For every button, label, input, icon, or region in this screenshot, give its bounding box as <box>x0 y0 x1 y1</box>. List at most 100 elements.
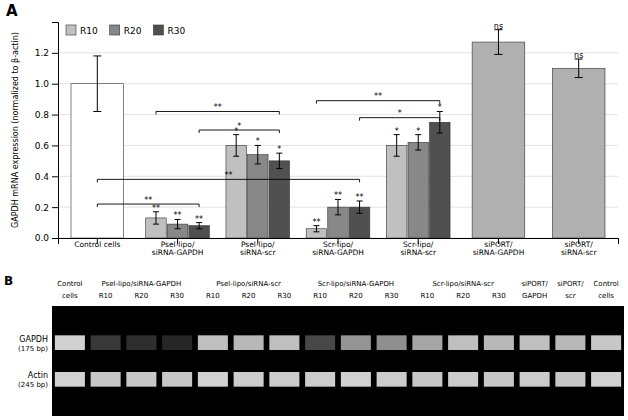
error-bar <box>357 201 363 213</box>
bar <box>552 68 605 238</box>
tick-label: 0.6 <box>35 141 50 151</box>
band <box>591 335 621 350</box>
text-line: R30 <box>492 292 506 300</box>
row-label: GAPDH <box>19 335 48 344</box>
text-line: Control <box>593 280 618 288</box>
band <box>234 335 264 350</box>
row-label: Actin <box>28 371 48 380</box>
text-line: siRNA-GAPDH <box>312 248 364 257</box>
x-axis: Control cellsPsel-lipo/siRNA-GAPDHPsel-l… <box>59 238 619 257</box>
band <box>305 372 335 387</box>
figure: 0.00.20.40.60.81.01.2Control cellsPsel-l… <box>0 0 628 420</box>
significance-label: ** <box>195 215 203 224</box>
band <box>484 372 514 387</box>
significance-label: * <box>416 127 420 136</box>
tick: 0.2 <box>35 203 58 213</box>
band <box>341 335 371 350</box>
text-line: R10 <box>313 292 327 300</box>
text-line: R20 <box>456 292 470 300</box>
text-line: R20 <box>134 292 148 300</box>
tick: 1.0 <box>35 79 58 89</box>
y-axis-title: GAPDH mRNA expression (normalized to β-a… <box>11 32 20 228</box>
grid-line <box>58 83 618 84</box>
text-line: siRNA-GAPDH <box>152 248 204 257</box>
bracket-label: ** <box>214 103 222 112</box>
column-label: R20 <box>134 292 148 300</box>
bar <box>226 145 246 238</box>
tick: 0.4 <box>35 172 58 182</box>
text-line: R10 <box>99 292 113 300</box>
tick-label: Psel-lipo/siRNA-scr <box>240 240 277 257</box>
tick-label: Scr-lipo/siRNA-GAPDH <box>312 240 364 257</box>
band <box>162 372 192 387</box>
band <box>555 335 585 350</box>
legend-label: R30 <box>167 26 185 36</box>
text-line: R30 <box>385 292 399 300</box>
error-bar <box>93 56 101 112</box>
significance-label: ** <box>356 193 364 202</box>
column-label: Control cells <box>593 280 618 300</box>
tick-label: 0.0 <box>35 233 50 243</box>
tick: siPORT/siRNA-GAPDH <box>473 238 525 257</box>
grid <box>58 53 618 238</box>
column-label: Control cells <box>57 280 82 300</box>
bracket-label: ** <box>224 171 232 180</box>
text-line: cells <box>598 292 614 300</box>
band <box>520 372 550 387</box>
legend-label: R20 <box>124 26 142 36</box>
tick-mark <box>52 115 58 116</box>
significance-label: * <box>277 145 281 154</box>
legend-item: R10 <box>66 25 98 36</box>
error-bar <box>175 219 181 228</box>
band <box>91 372 121 387</box>
row-label: (175 bp) <box>18 345 48 353</box>
title: B <box>4 274 13 288</box>
column-group-label: Psel-lipo/siRNA-GAPDH <box>102 280 182 288</box>
text-line: R10 <box>420 292 434 300</box>
row-label: (245 bp) <box>18 381 48 389</box>
legend-item: R30 <box>153 25 185 36</box>
legend-swatch <box>66 25 76 35</box>
band <box>448 335 478 350</box>
band <box>377 335 407 350</box>
significance-label: * <box>438 103 442 112</box>
column-label: R30 <box>492 292 506 300</box>
text-line: cells <box>62 292 78 300</box>
column-label: R10 <box>206 292 220 300</box>
y-axis: 0.00.20.40.60.81.01.2 <box>35 23 59 244</box>
plot-area <box>71 30 605 238</box>
error-bar <box>233 135 239 157</box>
tick-label: 1.0 <box>35 79 50 89</box>
text-line: R30 <box>170 292 184 300</box>
tick-label: Control cells <box>74 240 120 249</box>
band <box>198 372 228 387</box>
band <box>91 335 121 350</box>
band <box>484 335 514 350</box>
column-group-label: Scr-lipo/siRNA-scr <box>432 280 494 288</box>
column-label: R10 <box>99 292 113 300</box>
annotations: ******************nsns********** <box>97 22 583 227</box>
tick: 0.8 <box>35 110 58 120</box>
column-label: R20 <box>242 292 256 300</box>
text-line: siPORT/ <box>521 280 548 288</box>
bar <box>248 155 268 238</box>
grid-line <box>58 52 618 53</box>
legend-swatch <box>110 25 120 35</box>
tick: Psel-lipo/siRNA-scr <box>240 238 277 257</box>
text-line: siPORT/ <box>557 280 584 288</box>
legend-item: R20 <box>110 25 142 36</box>
significance-label: ns <box>494 22 503 31</box>
column-label: R30 <box>170 292 184 300</box>
bar <box>430 122 450 238</box>
text-line: Control <box>57 280 82 288</box>
error-bar <box>394 135 400 157</box>
text-line: GAPDH <box>522 292 547 300</box>
text-line: siRNA-GAPDH <box>473 248 525 257</box>
text-line: siRNA-scr <box>400 248 437 257</box>
bracket-label: * <box>398 109 402 118</box>
tick: Scr-lipo/siRNA-GAPDH <box>312 238 364 257</box>
bar <box>408 142 428 238</box>
band <box>412 335 442 350</box>
band <box>126 372 156 387</box>
tick-label: 0.8 <box>35 110 50 120</box>
